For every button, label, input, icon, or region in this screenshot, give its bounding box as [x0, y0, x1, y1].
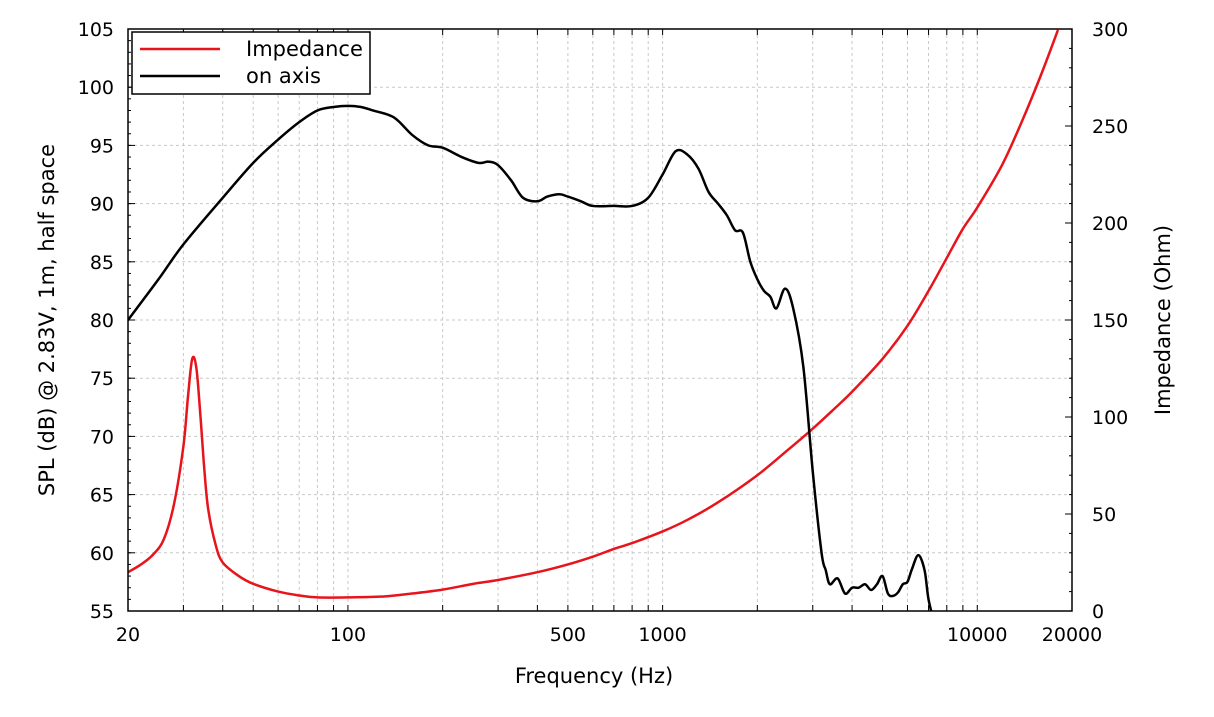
series-line-on-axis [128, 104, 933, 611]
y-left-tick-label: 95 [90, 135, 114, 157]
y-left-tick-label: 105 [78, 19, 114, 41]
y-left-tick-label: 85 [90, 252, 114, 274]
y-right-tick-label: 250 [1092, 116, 1128, 138]
y-left-tick-label: 60 [90, 543, 114, 565]
legend-label-on-axis: on axis [246, 64, 321, 88]
y-left-tick-label: 55 [90, 601, 114, 623]
y-right-tick-label: 100 [1092, 407, 1128, 429]
y-right-tick-label: 0 [1092, 601, 1104, 623]
x-tick-label: 1000 [638, 624, 686, 646]
y-axis-left-title: SPL (dB) @ 2.83V, 1m, half space [35, 144, 59, 496]
y-left-tick-label: 80 [90, 310, 114, 332]
plot-frame [127, 28, 1073, 612]
series-line-impedance [128, 29, 1059, 599]
y-axis-right-title: Impedance (Ohm) [1151, 225, 1175, 415]
grid [128, 29, 1072, 611]
ticks: 20 100 500 1000 10000 20000556065707580859095… [78, 19, 1129, 646]
legend-label-impedance: Impedance [246, 37, 363, 61]
y-left-tick-label: 65 [90, 485, 114, 507]
x-tick-label: 20 [116, 624, 140, 646]
y-left-tick-label: 90 [90, 194, 114, 216]
x-tick-label: 100 [330, 624, 366, 646]
y-right-tick-label: 50 [1092, 504, 1116, 526]
y-right-tick-label: 300 [1092, 19, 1128, 41]
series-layer [128, 29, 1059, 611]
x-axis-title: Frequency (Hz) [515, 664, 673, 688]
legend-box [131, 31, 371, 95]
x-tick-label: 20000 [1042, 624, 1102, 646]
y-left-tick-label: 100 [78, 77, 114, 99]
y-left-tick-label: 70 [90, 426, 114, 448]
x-tick-label: 500 [550, 624, 586, 646]
legend: Impedance on axis [131, 31, 371, 95]
y-left-tick-label: 75 [90, 368, 114, 390]
x-tick-label: 10000 [947, 624, 1007, 646]
y-right-tick-label: 200 [1092, 213, 1128, 235]
y-right-tick-label: 150 [1092, 310, 1128, 332]
